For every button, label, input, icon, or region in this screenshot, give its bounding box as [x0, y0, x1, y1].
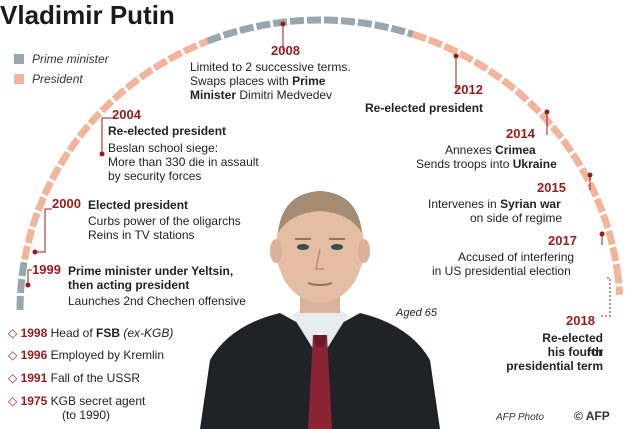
event-2015: 2015 — [537, 181, 566, 196]
early-text-1991: Fall of the USSR — [50, 371, 140, 385]
event-2014-line1a: Annexes — [445, 143, 492, 157]
event-2015-line1: Intervenes in Syrian war — [428, 197, 561, 211]
event-2014-line1b: Crimea — [495, 143, 536, 157]
year-2017: 2017 — [548, 233, 577, 248]
arc-segment-pm — [16, 258, 29, 311]
early-text-1996: Employed by Kremlin — [50, 348, 165, 362]
event-2008-line2: Swaps places with Prime — [190, 74, 325, 88]
event-2014: 2014 — [506, 127, 535, 142]
event-2018: 2018 — [566, 314, 595, 329]
early-text-1998-bold: FSB — [96, 326, 120, 340]
event-2000-line3: Reins in TV stations — [88, 228, 195, 242]
diamond-icon: ◇ — [8, 326, 18, 340]
diamond-icon: ◇ — [8, 348, 18, 362]
year-2018: 2018 — [566, 313, 595, 328]
event-2008-line2b: Prime — [292, 74, 326, 88]
page-title: Vladimir Putin — [0, 0, 175, 30]
event-1999-line3: Launches 2nd Chechen offensive — [68, 294, 246, 308]
event-2004-line2: Beslan school siege: — [108, 141, 219, 155]
legend-swatch-president — [14, 74, 24, 84]
age-label: Aged 65 — [396, 307, 437, 319]
portrait-illustration — [200, 191, 440, 429]
early-event-1996: ◇ 1996 Employed by Kremlin — [8, 348, 164, 362]
diamond-icon: ◇ — [8, 371, 18, 385]
event-2017: 2017 — [548, 234, 577, 249]
photo-credit: AFP Photo — [496, 412, 544, 423]
event-1999-line2: then acting president — [68, 278, 190, 292]
event-2008-line3: Minister Dimitri Medvedev — [190, 88, 332, 102]
arc-segment-pm — [206, 16, 414, 45]
event-2004-line4: by security forces — [108, 169, 202, 183]
year-2000: 2000 — [52, 196, 81, 211]
event-2012: 2012 — [454, 83, 483, 98]
connector-lines — [27, 24, 611, 317]
early-event-1975: ◇ 1975 KGB secret agent — [8, 394, 145, 408]
event-2015-line1b: Syrian war — [500, 197, 561, 211]
event-2004: 2004 — [112, 108, 141, 123]
event-2014-line2b: Ukraine — [512, 157, 557, 171]
event-2014-line2a: Sends troops into — [416, 157, 510, 171]
early-text-1998-pre: Head of — [50, 326, 96, 340]
event-2008: 2008 — [271, 44, 300, 59]
event-2004-line3: More than 330 die in assault — [108, 155, 259, 169]
year-2012: 2012 — [454, 82, 483, 97]
arc-segment-president — [613, 269, 624, 296]
early-text-1975: KGB secret agent — [50, 394, 146, 408]
event-2014-line1: Annexes Crimea — [445, 143, 536, 157]
event-2000-line1: Elected president — [88, 198, 189, 212]
legend-label-president: President — [32, 72, 83, 86]
event-2015-line1a: Intervenes in — [428, 197, 497, 211]
year-2014: 2014 — [506, 126, 535, 141]
event-2017-line2: in US presidential election — [432, 264, 571, 278]
early-text-1998-post: (ex-KGB) — [120, 326, 174, 340]
year-1999: 1999 — [32, 262, 61, 277]
event-2008-line3b: Dimitri Medvedev — [239, 88, 333, 102]
early-event-1975-line2: (to 1990) — [62, 408, 111, 422]
arc-segment-president — [21, 37, 209, 261]
early-year-1998: 1998 — [20, 326, 48, 340]
legend-label-pm: Prime minister — [32, 52, 109, 66]
event-2008-line2a: Swaps places with — [190, 74, 289, 88]
event-2014-line2: Sends troops into Ukraine — [416, 157, 557, 171]
event-2000: 2000 — [52, 197, 81, 212]
early-year-1975: 1975 — [20, 394, 48, 408]
event-2012-line1: Re-elected president — [365, 101, 484, 115]
year-2015: 2015 — [537, 180, 566, 195]
event-2018-line1: Re-elected for — [542, 331, 603, 359]
event-2000-line2: Curbs power of the oligarchs — [88, 214, 241, 228]
afp-logo: © AFP — [574, 409, 610, 423]
early-year-1991: 1991 — [20, 371, 48, 385]
legend-swatch-pm — [14, 54, 24, 64]
event-1999-line1: Prime minister under Yeltsin, — [68, 264, 234, 278]
diamond-icon: ◇ — [8, 394, 18, 408]
event-2004-line1: Re-elected president — [108, 124, 227, 138]
event-2015-line2: on side of regime — [470, 211, 563, 225]
early-event-1991: ◇ 1991 Fall of the USSR — [8, 371, 140, 385]
event-2018-line2: his fourth — [547, 345, 603, 359]
arc-segment-president — [411, 30, 621, 271]
early-year-1996: 1996 — [20, 348, 48, 362]
event-1999: 1999 — [32, 263, 61, 278]
legend-president: President — [14, 72, 83, 86]
event-2008-line1: Limited to 2 successive terms. — [190, 60, 351, 74]
early-event-1998: ◇ 1998 Head of FSB (ex-KGB) — [8, 326, 173, 340]
year-2008: 2008 — [271, 43, 300, 58]
timeline-dots — [25, 21, 605, 288]
event-2008-line3a: Minister — [190, 88, 237, 102]
legend-prime-minister: Prime minister — [14, 52, 109, 66]
event-2018-line3: presidential term — [506, 359, 603, 373]
event-2017-line1: Accused of interfering — [458, 250, 575, 264]
year-2004: 2004 — [112, 107, 141, 122]
